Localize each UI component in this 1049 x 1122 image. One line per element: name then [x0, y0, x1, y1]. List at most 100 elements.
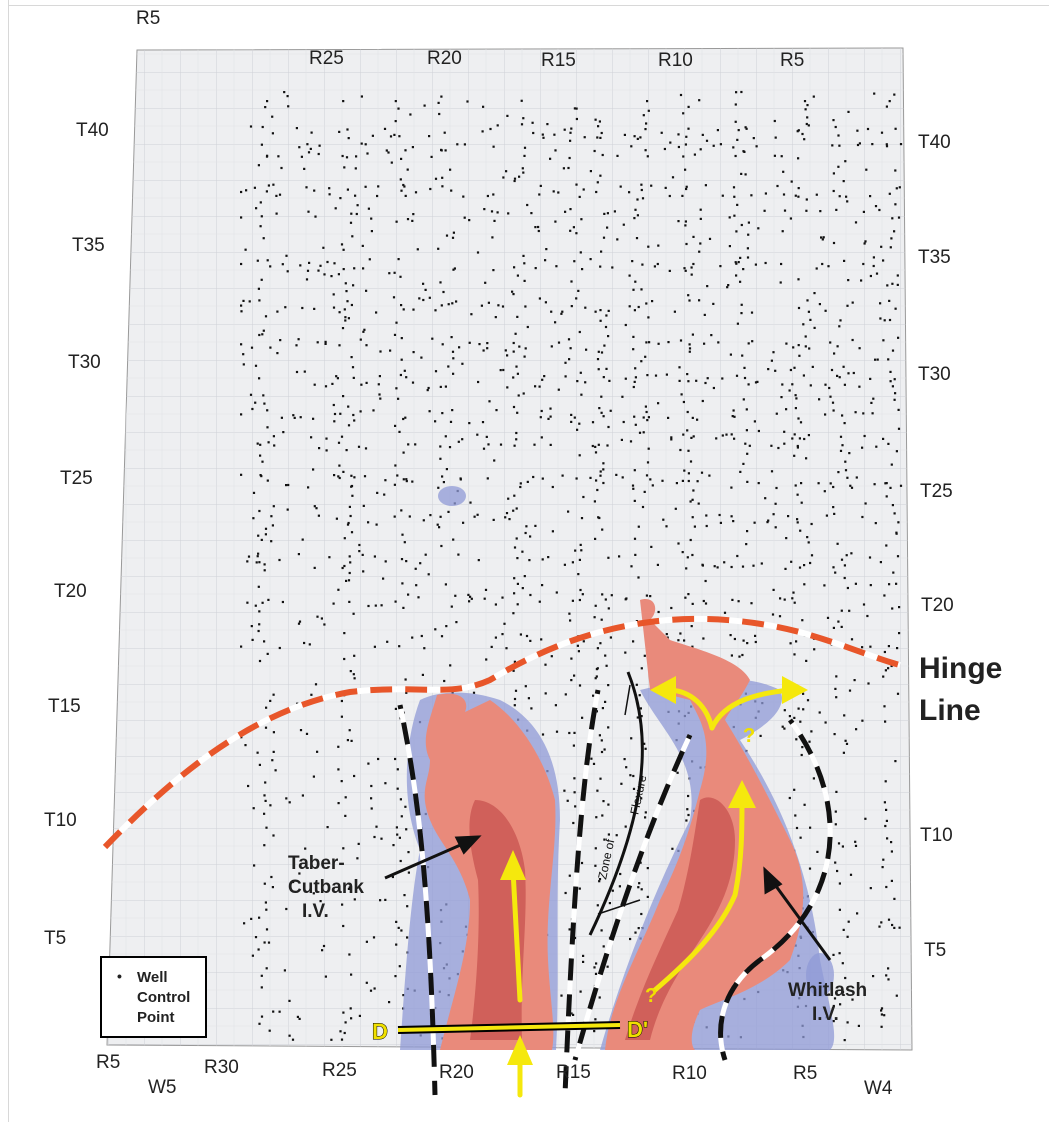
well-point — [754, 634, 757, 637]
well-point — [260, 278, 263, 281]
well-point — [893, 398, 896, 401]
well-point — [523, 146, 527, 149]
well-point — [582, 188, 585, 191]
well-point — [581, 593, 584, 596]
well-point — [470, 597, 473, 600]
well-point — [856, 129, 859, 132]
well-point — [394, 757, 397, 761]
well-point — [782, 193, 786, 196]
well-point — [823, 584, 826, 587]
well-point — [599, 642, 602, 645]
well-point — [258, 299, 261, 302]
well-point — [880, 1025, 883, 1028]
well-point — [632, 348, 635, 351]
well-point — [524, 347, 527, 350]
well-point — [419, 562, 422, 565]
well-point — [603, 212, 606, 215]
well-point — [357, 445, 361, 448]
well-point — [271, 524, 274, 527]
well-point — [794, 407, 797, 410]
well-point — [824, 309, 827, 312]
well-point — [506, 386, 509, 389]
well-point — [795, 397, 798, 400]
well-point — [884, 482, 887, 485]
well-point — [891, 282, 894, 285]
well-point — [779, 281, 782, 284]
well-point — [398, 430, 401, 433]
well-point — [807, 124, 810, 127]
well-point — [897, 336, 900, 339]
well-point — [351, 366, 355, 369]
top-range-label: R10 — [658, 50, 693, 71]
well-point — [684, 224, 687, 227]
well-point — [463, 143, 466, 146]
well-point — [342, 470, 345, 473]
well-point — [570, 305, 573, 308]
well-point — [515, 507, 518, 510]
well-point — [646, 867, 649, 870]
well-point — [780, 155, 783, 158]
well-point — [732, 186, 736, 189]
well-point — [244, 248, 247, 251]
well-point — [347, 405, 350, 408]
well-point — [598, 878, 602, 881]
well-point — [261, 333, 264, 336]
well-point — [376, 491, 379, 494]
well-point — [317, 269, 320, 272]
well-point — [589, 476, 592, 479]
well-point — [350, 474, 353, 477]
well-point — [281, 263, 284, 266]
well-point — [494, 603, 497, 606]
well-point — [595, 479, 598, 482]
well-point — [353, 476, 356, 479]
well-point — [299, 264, 302, 267]
well-point — [385, 149, 388, 152]
well-point — [541, 477, 544, 480]
well-point — [445, 234, 449, 237]
well-point — [832, 189, 835, 193]
well-point — [696, 480, 699, 483]
well-point — [799, 421, 803, 424]
well-point — [834, 861, 837, 864]
well-point — [404, 194, 407, 197]
well-point — [472, 691, 476, 694]
well-point — [358, 550, 361, 553]
well-point — [392, 844, 395, 847]
well-point — [589, 170, 592, 173]
well-point — [350, 303, 353, 307]
well-point — [665, 525, 668, 528]
well-point — [516, 603, 519, 606]
well-point — [406, 905, 409, 908]
well-point — [414, 567, 417, 570]
well-point — [640, 715, 643, 718]
well-point — [862, 210, 865, 213]
well-point — [440, 544, 443, 548]
well-point — [550, 310, 553, 313]
well-point — [700, 471, 704, 474]
well-point — [739, 280, 742, 283]
well-point — [251, 638, 254, 641]
well-point — [570, 657, 573, 660]
well-point — [808, 347, 811, 350]
left-township-label: T10 — [44, 810, 77, 831]
hinge-line-label: Hinge — [919, 652, 1002, 685]
well-point — [404, 678, 407, 681]
well-point — [642, 416, 645, 419]
whitlash-label: I.V. — [812, 1004, 839, 1025]
incised-valleys — [424, 599, 804, 1050]
well-point — [337, 768, 340, 771]
well-point — [756, 380, 759, 383]
well-point — [797, 417, 800, 420]
well-point — [258, 1022, 261, 1025]
well-point — [684, 596, 687, 599]
well-point — [634, 553, 637, 556]
well-point — [256, 751, 259, 754]
well-point — [692, 235, 695, 238]
well-point — [833, 352, 836, 355]
well-point — [245, 189, 248, 192]
well-point — [492, 193, 495, 196]
well-point — [267, 598, 270, 601]
well-point — [360, 142, 363, 145]
well-point — [257, 552, 260, 555]
well-point — [400, 189, 403, 192]
